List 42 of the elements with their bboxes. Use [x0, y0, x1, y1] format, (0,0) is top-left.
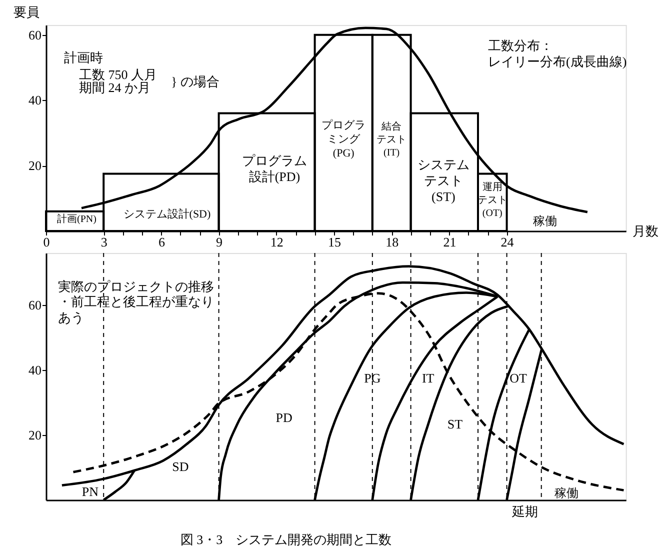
annotation: 稼働	[554, 486, 578, 500]
text: 延期	[511, 504, 538, 519]
annotation: 工数分布：レイリー分布(成長曲線)	[488, 38, 627, 70]
annotation: IT	[422, 370, 434, 386]
x-tick-label: 18	[386, 234, 399, 250]
x-axis-title: 月数	[632, 224, 658, 239]
annotation: プログラミング(PG)	[322, 118, 366, 160]
x-tick-label: 21	[443, 234, 456, 250]
y-tick-label: 20	[28, 158, 42, 174]
y-tick-label: 20	[28, 427, 42, 442]
annotation: システムテスト(ST)	[417, 156, 470, 204]
annotation: 計画(PN)	[57, 213, 96, 226]
annotation: 計画時	[64, 50, 103, 66]
x-tick-label: 15	[328, 234, 341, 250]
caption: 図 3・3 システム開発の期間と工数	[180, 532, 392, 547]
annotation: 実際のプロジェクトの推移	[58, 279, 214, 294]
x-tick-label: 0	[43, 234, 50, 250]
annotation: 結合テスト(IT)	[376, 120, 407, 158]
x-tick-label: 24	[500, 234, 514, 250]
annotation: 運用テスト(OT)	[477, 180, 508, 219]
annotation: PD	[276, 410, 292, 426]
y-tick-label: 60	[28, 298, 42, 312]
y-tick-label: 60	[28, 27, 42, 42]
x-tick-label: 12	[270, 234, 284, 250]
annotation: ・前工程と後工程が重なりあう	[58, 294, 214, 325]
annotation: 工数 750 人月	[79, 67, 157, 82]
y-tick-label: 40	[28, 362, 42, 378]
annotation: PN	[82, 484, 100, 499]
x-tick-label: 9	[216, 234, 223, 250]
annotation: } の場合	[170, 74, 220, 90]
annotation: PG	[364, 370, 381, 386]
y-tick-label: 40	[28, 92, 42, 108]
annotation: 期間 24 か月	[79, 80, 150, 96]
annotation: OT	[510, 370, 528, 386]
annotation: システム設計(SD)	[123, 207, 211, 220]
annotation: SD	[172, 459, 189, 474]
annotation: プログラム設計(PD)	[242, 152, 307, 184]
annotation: 稼働	[533, 214, 558, 228]
x-tick-label: 3	[100, 234, 108, 250]
x-tick-label: 6	[158, 234, 166, 250]
annotation: ST	[447, 416, 463, 432]
y-axis-title: 要員	[14, 4, 40, 20]
